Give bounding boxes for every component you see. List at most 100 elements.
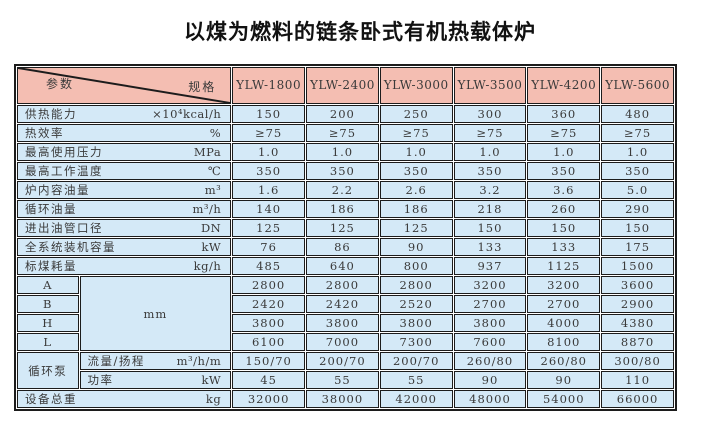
dim-label: L — [17, 333, 79, 351]
spec-table-wrapper: 规格 参数 YLW-1800 YLW-2400 YLW-3000 YLW-350… — [14, 64, 677, 411]
value-cell: 350 — [306, 162, 379, 180]
value-cell: 54000 — [527, 390, 601, 408]
table-row: 最高使用压力 MPa 1.0 1.0 1.0 1.0 1.0 1.0 — [17, 143, 674, 161]
value-cell: 800 — [379, 257, 453, 275]
value-cell: 55 — [379, 371, 453, 389]
corner-spec-label: 规格 — [188, 80, 217, 94]
value-cell: 150 — [527, 219, 601, 237]
table-row: 设备总重 kg 32000 38000 42000 48000 54000 660… — [17, 390, 674, 408]
param-unit: ×10⁴kcal/h — [152, 107, 222, 121]
page-title: 以煤为燃料的链条卧式有机热载体炉 — [184, 20, 536, 44]
value-cell: 2800 — [306, 276, 379, 294]
param-unit: kg/h — [193, 259, 222, 273]
value-cell: 1.6 — [232, 181, 306, 199]
value-cell: 125 — [379, 219, 453, 237]
value-cell: 7300 — [379, 333, 453, 351]
param-cell: 设备总重 kg — [17, 390, 232, 408]
model-header: YLW-3000 — [379, 67, 453, 104]
param-cell: 循环油量 m³/h — [17, 200, 232, 218]
param-name: 炉内容油量 — [25, 183, 90, 197]
pump-label: 循环泵 — [17, 352, 79, 389]
param-name: 循环油量 — [25, 202, 77, 216]
value-cell: 360 — [527, 105, 601, 123]
value-cell: 2420 — [232, 295, 306, 313]
value-cell: 133 — [453, 238, 527, 256]
value-cell: 3800 — [379, 314, 453, 332]
value-cell: 260/80 — [527, 352, 601, 370]
param-name: 设备总重 — [25, 392, 77, 406]
value-cell: 3600 — [601, 276, 674, 294]
value-cell: 300 — [453, 105, 527, 123]
table-row: 标煤耗量 kg/h 485 640 800 937 1125 1500 — [17, 257, 674, 275]
value-cell: 1125 — [527, 257, 601, 275]
value-cell: 2700 — [453, 295, 527, 313]
value-cell: 2420 — [306, 295, 379, 313]
value-cell: 260 — [527, 200, 601, 218]
value-cell: 2.2 — [306, 181, 379, 199]
value-cell: ≥75 — [379, 124, 453, 142]
param-name: 流量/扬程 — [87, 354, 145, 368]
param-cell: 供热能力 ×10⁴kcal/h — [17, 105, 232, 123]
param-name: 供热能力 — [25, 107, 77, 121]
value-cell: 7600 — [453, 333, 527, 351]
param-unit: m³/h/m — [176, 354, 222, 368]
value-cell: 5.0 — [601, 181, 674, 199]
model-header: YLW-2400 — [306, 67, 379, 104]
param-name: 全系统装机容量 — [25, 240, 116, 254]
table-row: 炉内容油量 m³ 1.6 2.2 2.6 3.2 3.6 5.0 — [17, 181, 674, 199]
table-row: L 6100 7000 7300 7600 8100 8870 — [17, 333, 674, 351]
dim-label: B — [17, 295, 79, 313]
param-unit: MPa — [193, 145, 222, 159]
value-cell: 350 — [453, 162, 527, 180]
param-unit: DN — [200, 221, 222, 235]
param-unit: % — [209, 126, 222, 140]
spec-table: 规格 参数 YLW-1800 YLW-2400 YLW-3000 YLW-350… — [16, 66, 675, 409]
dim-label: H — [17, 314, 79, 332]
value-cell: 480 — [601, 105, 674, 123]
value-cell: 3.6 — [527, 181, 601, 199]
table-row: 最高工作温度 ℃ 350 350 350 350 350 350 — [17, 162, 674, 180]
value-cell: 3200 — [527, 276, 601, 294]
value-cell: 200/70 — [306, 352, 379, 370]
value-cell: 350 — [379, 162, 453, 180]
model-header: YLW-1800 — [232, 67, 306, 104]
value-cell: 2.6 — [379, 181, 453, 199]
value-cell: 1.0 — [232, 143, 306, 161]
value-cell: 200/70 — [379, 352, 453, 370]
value-cell: ≥75 — [306, 124, 379, 142]
param-name: 标煤耗量 — [25, 259, 77, 273]
value-cell: 42000 — [379, 390, 453, 408]
value-cell: 150 — [232, 105, 306, 123]
table-row: 进出油管口径 DN 125 125 125 150 150 150 — [17, 219, 674, 237]
value-cell: 1500 — [601, 257, 674, 275]
param-cell: 功率 kW — [79, 371, 232, 389]
param-name: 最高使用压力 — [25, 145, 103, 159]
param-cell: 全系统装机容量 kW — [17, 238, 232, 256]
value-cell: 3200 — [453, 276, 527, 294]
table-row: 循环泵 流量/扬程 m³/h/m 150/70 200/70 200/70 260… — [17, 352, 674, 389]
value-cell: 1.0 — [306, 143, 379, 161]
param-cell: 流量/扬程 m³/h/m — [79, 352, 232, 370]
value-cell: 48000 — [453, 390, 527, 408]
diagonal-divider-line — [18, 68, 230, 103]
param-cell: 进出油管口径 DN — [17, 219, 232, 237]
dim-label: A — [17, 276, 79, 294]
table-row: H 3800 3800 3800 3800 4000 4380 — [17, 314, 674, 332]
value-cell: 90 — [527, 371, 601, 389]
param-cell: 炉内容油量 m³ — [17, 181, 232, 199]
table-row: A mm 2800 2800 2800 3200 3200 3600 — [17, 276, 674, 351]
table-row: 供热能力 ×10⁴kcal/h 150 200 250 300 360 480 — [17, 105, 674, 123]
header-row: 规格 参数 YLW-1800 YLW-2400 YLW-3000 YLW-350… — [17, 67, 674, 104]
value-cell: 150/70 — [232, 352, 306, 370]
table-row: B 2420 2420 2520 2700 2700 2900 — [17, 295, 674, 313]
model-header: YLW-4200 — [527, 67, 601, 104]
table-row: 热效率% ≥75 ≥75 ≥75 ≥75 ≥75 ≥75 — [17, 124, 674, 142]
value-cell: 200 — [306, 105, 379, 123]
param-cell: 标煤耗量 kg/h — [17, 257, 232, 275]
value-cell: 300/80 — [601, 352, 674, 370]
value-cell: 8100 — [527, 333, 601, 351]
corner-cell: 规格 参数 — [17, 67, 232, 104]
param-unit: kW — [201, 373, 222, 387]
param-unit: m³ — [204, 183, 222, 197]
value-cell: ≥75 — [453, 124, 527, 142]
